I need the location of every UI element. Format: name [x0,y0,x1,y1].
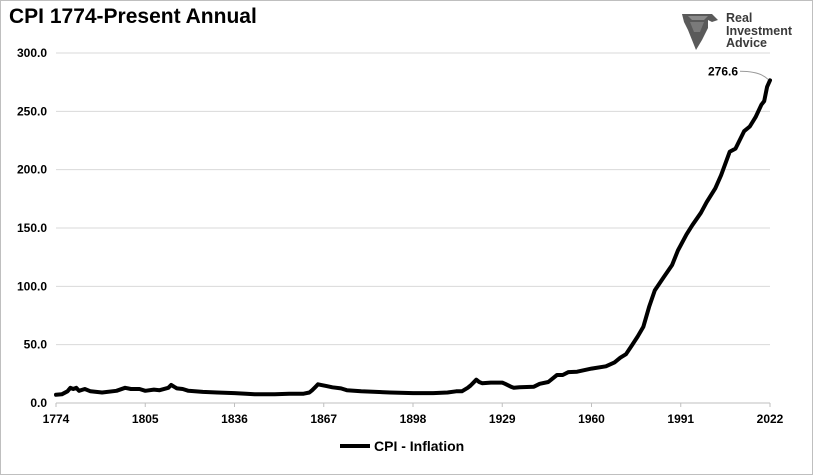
x-tick-label: 1836 [221,412,248,426]
y-tick-label: 250.0 [17,104,47,118]
x-tick-label: 1774 [43,412,70,426]
y-tick-label: 300.0 [17,46,47,60]
y-tick-label: 150.0 [17,221,47,235]
logo-line-3: Advice [726,36,767,50]
y-tick-label: 50.0 [24,338,48,352]
x-tick-label: 1929 [489,412,516,426]
x-tick-label: 1960 [578,412,605,426]
chart-title: CPI 1774-Present Annual [9,5,257,28]
legend: CPI - Inflation [340,438,464,454]
annotation-label: 276.6 [708,64,738,78]
logo-line-1: Real [726,11,753,25]
x-tick-label: 1867 [310,412,337,426]
x-tick-label: 1991 [667,412,694,426]
logo-text: Real Investment Advice [726,12,792,50]
x-tick-label: 1898 [400,412,427,426]
y-tick-label: 200.0 [17,163,47,177]
legend-label: CPI - Inflation [374,438,465,454]
annotation-leader [739,70,769,80]
legend-swatch [340,444,370,448]
eagle-icon [682,14,718,50]
series-line [54,78,772,397]
y-tick-label: 100.0 [17,279,47,293]
y-tick-label: 0.0 [30,396,47,410]
x-tick-label: 2022 [757,412,784,426]
brand-logo: Real Investment Advice [678,10,808,54]
logo-line-2: Investment [726,23,792,38]
x-tick-label: 1805 [132,412,159,426]
